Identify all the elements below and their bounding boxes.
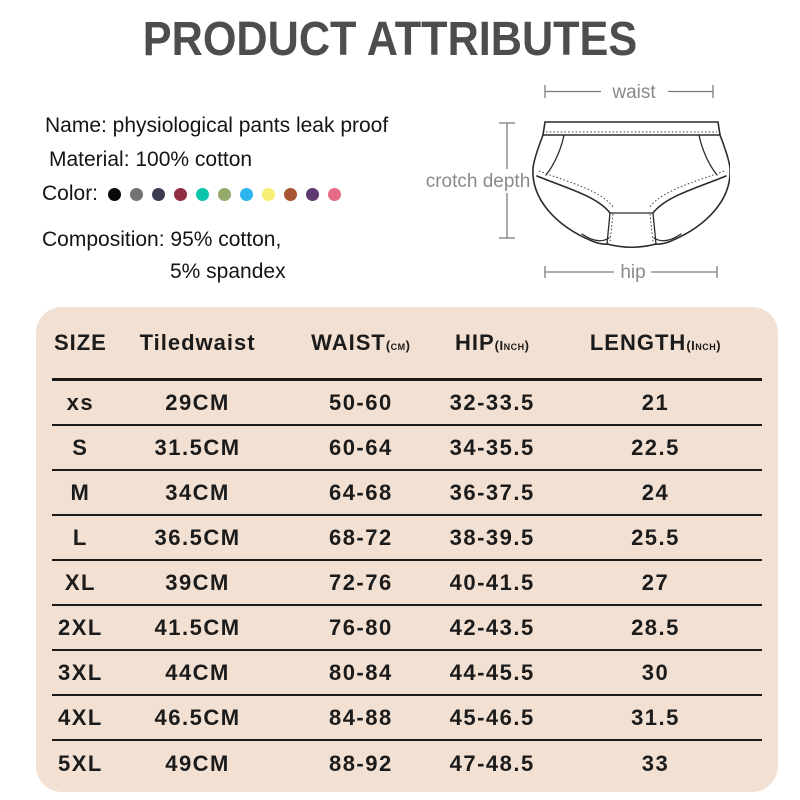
- cell-length: 28.5: [631, 614, 680, 640]
- page-title: PRODUCT ATTRIBUTES: [142, 13, 638, 66]
- table-row-3xl: 3XL 44CM 80-84 44-45.5 30: [52, 651, 762, 696]
- cell-hip: 38-39.5: [449, 524, 535, 550]
- cell-length: 30: [641, 659, 670, 685]
- cell-length: 31.5: [631, 704, 680, 730]
- waist-measure: waist: [544, 82, 714, 103]
- cell-size: 4XL: [57, 704, 103, 730]
- table-row-s: S 31.5CM 60-64 34-35.5 22.5: [52, 426, 762, 471]
- color-swatch: [306, 187, 320, 201]
- table-row-xl: XL 39CM 72-76 40-41.5 27: [52, 561, 762, 606]
- measurement-diagram: waist crotch depth hip: [426, 82, 730, 282]
- cell-waist: 76-80: [328, 614, 393, 640]
- product-name-line: Name: physiological pants leak proof: [45, 114, 389, 137]
- cell-size: S: [72, 434, 89, 460]
- cell-tiledwaist: 39CM: [165, 569, 230, 595]
- color-swatch-list: [108, 187, 342, 201]
- cell-waist: 80-84: [328, 659, 393, 685]
- waistband: [542, 121, 721, 136]
- cell-waist: 72-76: [328, 569, 393, 595]
- cell-waist: 60-64: [328, 434, 393, 460]
- cell-length: 33: [641, 750, 670, 776]
- table-row-l: L 36.5CM 68-72 38-39.5 25.5: [52, 516, 762, 561]
- product-material-line: Material: 100% cotton: [49, 148, 253, 171]
- color-swatch: [240, 187, 254, 201]
- hip-measure: hip: [544, 262, 718, 282]
- col-header-length: LENGTH(Inch): [589, 329, 722, 355]
- cell-size: 3XL: [57, 659, 103, 685]
- cell-hip: 40-41.5: [449, 569, 535, 595]
- waist-label: waist: [611, 82, 656, 103]
- cell-waist: 64-68: [328, 479, 393, 505]
- cell-tiledwaist: 34CM: [165, 479, 230, 505]
- cell-length: 27: [641, 569, 670, 595]
- size-chart-header-row: SIZE Tiledwaist WAIST(cm) HIP(Inch) LENG…: [52, 307, 762, 381]
- cell-size: 2XL: [57, 614, 103, 640]
- cell-length: 21: [641, 389, 670, 415]
- cell-size: M: [70, 479, 91, 505]
- color-swatch: [328, 187, 342, 201]
- cell-tiledwaist: 31.5CM: [154, 434, 241, 460]
- cell-size: L: [72, 524, 88, 550]
- cell-hip: 44-45.5: [449, 659, 535, 685]
- color-swatch: [130, 187, 144, 201]
- table-row-4xl: 4XL 46.5CM 84-88 45-46.5 31.5: [52, 696, 762, 741]
- cell-hip: 42-43.5: [449, 614, 535, 640]
- composition-line-2: 5% spandex: [170, 260, 286, 283]
- color-options-row: Color:: [42, 182, 342, 206]
- color-swatch: [152, 187, 166, 201]
- cell-hip: 36-37.5: [449, 479, 535, 505]
- table-row-m: M 34CM 64-68 36-37.5 24: [52, 471, 762, 516]
- table-row-5xl: 5XL 49CM 88-92 47-48.5 33: [52, 741, 762, 786]
- col-header-tiledwaist: Tiledwaist: [139, 329, 256, 355]
- cell-hip: 34-35.5: [449, 434, 535, 460]
- color-swatch: [284, 187, 298, 201]
- crotch-depth-measure: crotch depth: [426, 122, 531, 239]
- cell-waist: 50-60: [328, 389, 393, 415]
- cell-size: XL: [64, 569, 96, 595]
- cell-length: 22.5: [631, 434, 680, 460]
- cell-tiledwaist: 49CM: [165, 750, 230, 776]
- cell-hip: 45-46.5: [449, 704, 535, 730]
- col-header-waist: WAIST(cm): [311, 329, 411, 355]
- size-chart-panel: SIZE Tiledwaist WAIST(cm) HIP(Inch) LENG…: [36, 307, 778, 792]
- color-swatch: [262, 187, 276, 201]
- cell-tiledwaist: 46.5CM: [154, 704, 241, 730]
- cell-hip: 32-33.5: [449, 389, 535, 415]
- underwear-outline-drawing: [532, 121, 730, 249]
- hip-label: hip: [620, 262, 645, 282]
- col-header-size: SIZE: [53, 329, 107, 355]
- cell-hip: 47-48.5: [449, 750, 535, 776]
- col-header-hip: HIP(Inch): [454, 329, 530, 355]
- color-swatch: [174, 187, 188, 201]
- table-row-2xl: 2XL 41.5CM 76-80 42-43.5 28.5: [52, 606, 762, 651]
- cell-waist: 88-92: [328, 750, 393, 776]
- cell-waist: 68-72: [328, 524, 393, 550]
- cell-size: 5XL: [57, 750, 103, 776]
- composition-line-1: Composition: 95% cotton,: [42, 228, 282, 251]
- color-label: Color:: [42, 182, 99, 205]
- cell-size: xs: [66, 389, 95, 415]
- table-row-xs: xs 29CM 50-60 32-33.5 21: [52, 381, 762, 426]
- cell-tiledwaist: 41.5CM: [154, 614, 241, 640]
- cell-tiledwaist: 36.5CM: [154, 524, 241, 550]
- cell-length: 25.5: [631, 524, 680, 550]
- cell-waist: 84-88: [328, 704, 393, 730]
- color-swatch: [108, 187, 122, 201]
- cell-length: 24: [641, 479, 670, 505]
- cell-tiledwaist: 44CM: [165, 659, 230, 685]
- crotch-depth-label: crotch depth: [426, 171, 531, 192]
- color-swatch: [196, 187, 210, 201]
- cell-tiledwaist: 29CM: [165, 389, 230, 415]
- color-swatch: [218, 187, 232, 201]
